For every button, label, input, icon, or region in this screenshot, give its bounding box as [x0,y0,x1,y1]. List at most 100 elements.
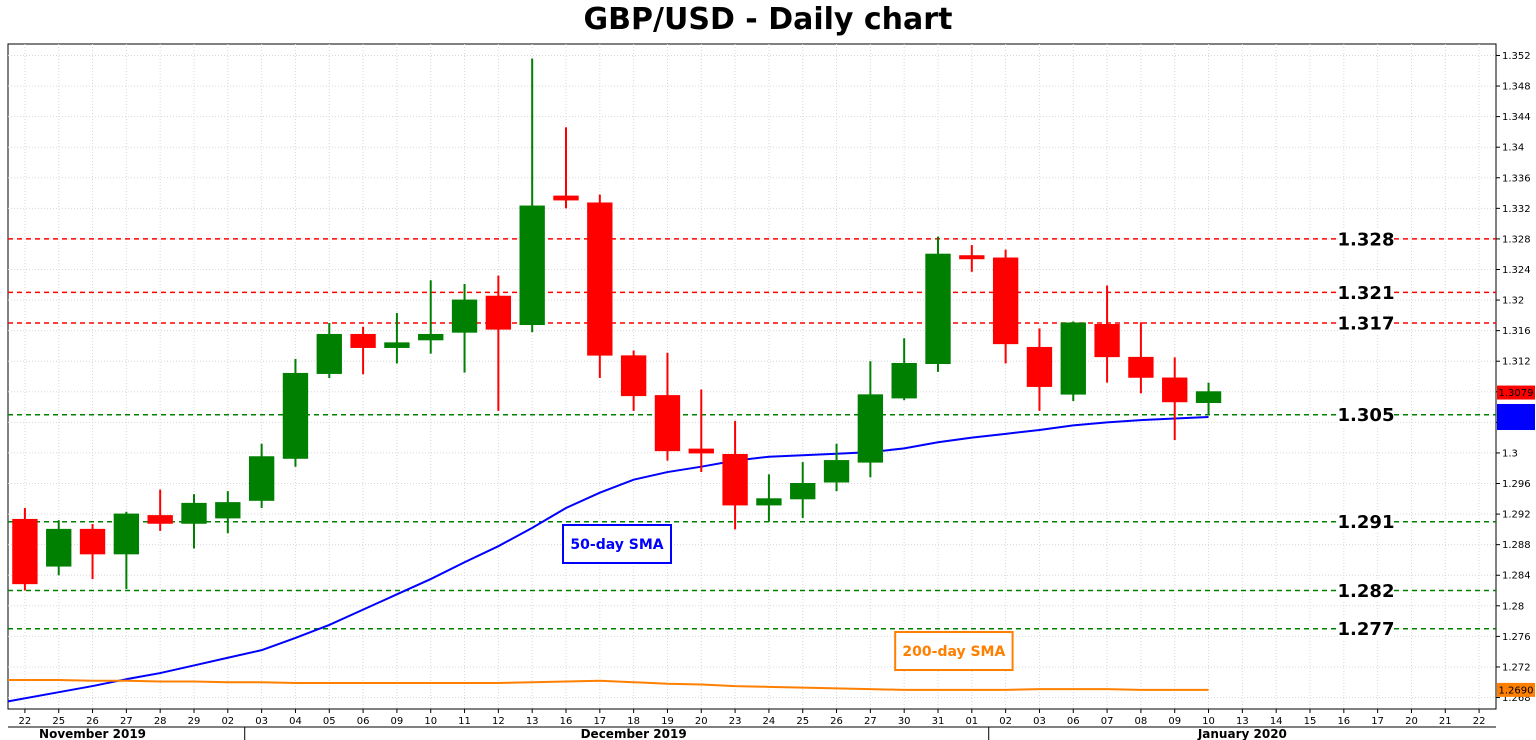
candle-body-up [316,333,342,374]
x-tick-label: 21 [1439,716,1452,727]
y-tick-label: 1.28 [1502,601,1524,612]
level-label: 1.317 [1338,313,1395,334]
x-tick-label: 09 [391,716,404,727]
candle-body-up [857,394,884,463]
x-tick-label: 01 [965,716,978,727]
x-tick-label: 07 [1101,716,1114,727]
candle-body-up [248,456,275,501]
price-tag: 1.2690 [1499,685,1534,696]
x-tick-label: 25 [52,716,65,727]
x-tick-label: 26 [830,716,843,727]
level-label-bg [1338,617,1394,640]
y-tick-label: 1.284 [1502,571,1531,582]
price-tag-bg [1497,404,1535,431]
y-tick-label: 1.32 [1502,296,1524,307]
candle-body-up [1060,322,1086,395]
price-tag-bg [1497,682,1535,697]
sma-label-box [894,631,1014,671]
candle-body-down [553,195,579,201]
y-tick-label: 1.336 [1502,173,1531,184]
price-tag: 1.3079 [1499,388,1534,399]
x-tick-label: 28 [154,716,167,727]
candle-body-down [1094,324,1120,358]
axes-layer: 22 25 26 27 28 29 02 03 04 05 06 09 10 11 12 13 16 17 18 19… [8,51,1531,740]
price-tag: 1.3047 [1499,413,1534,424]
sma-label-box [562,524,672,564]
x-tick-label: 20 [1405,716,1418,727]
sma-50-line [7,416,1209,703]
grid-layer [7,43,1497,710]
x-tick-label: 22 [19,716,32,727]
x-tick-label: 14 [1270,716,1283,727]
candle-body-up [451,299,478,333]
x-tick-label: 03 [255,716,268,727]
x-tick-label: 13 [1236,716,1249,727]
level-lines-layer: 1.328 1.321 1.317 1.305 1.291 1.282 1.277 [8,227,1496,640]
candle-body-up [925,253,951,365]
sma-label: 50-day SMA [570,537,663,553]
level-label-bg [1338,227,1394,250]
x-tick-label: 17 [593,716,606,727]
chart-title: GBP/USD - Daily chart [583,2,953,37]
candle-body-down [147,515,173,524]
x-tick-label: 04 [289,716,302,727]
level-label-bg [1338,281,1394,304]
x-tick-label: 24 [763,716,776,727]
y-tick-label: 1.292 [1502,510,1531,521]
x-tick-label: 06 [357,716,370,727]
level-label: 1.328 [1338,229,1395,250]
candle-body-up [790,483,816,500]
x-tick-label: 26 [86,716,99,727]
x-tick-label: 06 [1067,716,1080,727]
x-tick-label: 15 [1304,716,1317,727]
sma-label: 200-day SMA [902,644,1005,660]
x-tick-label: 13 [526,716,539,727]
candle-body-down [587,202,613,356]
y-tick-label: 1.316 [1502,326,1531,337]
month-label: January 2020 [1197,727,1287,740]
level-label: 1.277 [1338,619,1395,640]
x-tick-label: 23 [729,716,742,727]
level-label: 1.282 [1338,581,1395,602]
y-tick-label: 1.268 [1502,693,1531,704]
x-tick-label: 08 [1135,716,1148,727]
price-tag-bg [1497,385,1535,400]
candle-body-up [181,502,207,524]
level-label-bg [1338,311,1394,334]
x-tick-label: 27 [120,716,133,727]
x-tick-label: 22 [1473,716,1486,727]
candle-body-down [688,448,714,454]
y-tick-label: 1.34 [1502,143,1524,154]
y-tick-label: 1.328 [1502,234,1531,245]
candle-body-down [79,528,106,555]
x-tick-label: 11 [458,716,471,727]
x-tick-label: 20 [695,716,708,727]
level-label-bg [1338,579,1394,602]
candle-body-up [418,333,444,341]
x-tick-label: 17 [1371,716,1384,727]
x-tick-label: 27 [864,716,877,727]
candle-body-up [113,513,140,555]
candle-body-up [46,528,72,567]
x-tick-label: 10 [1202,716,1215,727]
candle-body-down [959,255,985,260]
candle-body-up [384,342,410,348]
candle-body-up [282,372,309,459]
sma-layer [7,416,1209,703]
y-tick-label: 1.272 [1502,662,1531,673]
x-tick-label: 02 [221,716,234,727]
y-tick-label: 1.352 [1502,51,1531,62]
x-tick-label: 18 [627,716,640,727]
month-label: December 2019 [581,727,687,740]
candles-layer [12,58,1222,591]
candle-body-down [992,257,1019,345]
candle-body-up [1195,391,1222,403]
x-tick-label: 12 [492,716,505,727]
y-tick-label: 1.288 [1502,540,1531,551]
level-label-bg [1338,403,1394,426]
x-tick-label: 30 [898,716,911,727]
x-tick-label: 03 [1033,716,1046,727]
candle-body-down [485,295,512,330]
candle-body-down [722,453,748,506]
